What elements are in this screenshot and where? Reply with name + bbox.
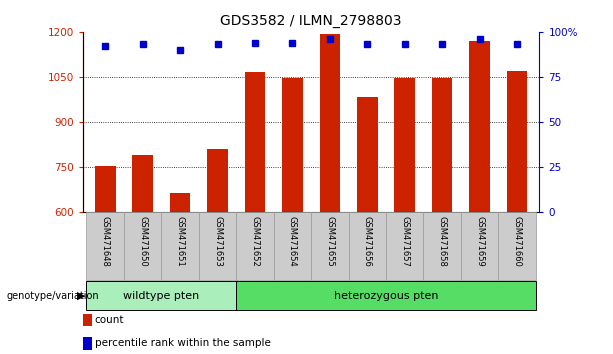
Bar xyxy=(161,212,199,280)
Text: wildtype pten: wildtype pten xyxy=(123,291,199,301)
Text: GSM471650: GSM471650 xyxy=(138,216,147,267)
Bar xyxy=(170,193,191,212)
Bar xyxy=(349,212,386,280)
Bar xyxy=(357,97,378,212)
Text: GSM471659: GSM471659 xyxy=(475,216,484,267)
Bar xyxy=(83,337,92,350)
Bar xyxy=(95,166,115,212)
Text: percentile rank within the sample: percentile rank within the sample xyxy=(94,338,270,348)
Bar xyxy=(273,212,311,280)
Text: GSM471648: GSM471648 xyxy=(101,216,110,267)
Bar xyxy=(461,212,498,280)
Text: count: count xyxy=(94,315,124,325)
Bar xyxy=(199,212,236,280)
Bar xyxy=(424,212,461,280)
Bar xyxy=(282,78,303,212)
Text: GSM471655: GSM471655 xyxy=(326,216,334,267)
Bar xyxy=(470,41,490,212)
Bar xyxy=(86,281,236,310)
Bar xyxy=(86,212,124,280)
Bar xyxy=(319,34,340,212)
Bar xyxy=(394,78,415,212)
Bar xyxy=(245,73,265,212)
Bar xyxy=(207,149,228,212)
Text: ▶: ▶ xyxy=(77,291,85,301)
Text: GSM471652: GSM471652 xyxy=(251,216,259,267)
Bar xyxy=(498,212,536,280)
Text: GSM471653: GSM471653 xyxy=(213,216,222,267)
Bar xyxy=(83,314,92,326)
Bar xyxy=(386,212,424,280)
Text: genotype/variation: genotype/variation xyxy=(6,291,99,301)
Text: GSM471651: GSM471651 xyxy=(175,216,185,267)
Text: GSM471658: GSM471658 xyxy=(438,216,447,267)
Bar xyxy=(124,212,161,280)
Text: heterozygous pten: heterozygous pten xyxy=(333,291,438,301)
Text: GSM471654: GSM471654 xyxy=(288,216,297,267)
Bar xyxy=(236,281,536,310)
Title: GDS3582 / ILMN_2798803: GDS3582 / ILMN_2798803 xyxy=(220,14,402,28)
Bar xyxy=(132,155,153,212)
Bar xyxy=(236,212,273,280)
Bar xyxy=(432,79,452,212)
Text: GSM471657: GSM471657 xyxy=(400,216,409,267)
Text: GSM471656: GSM471656 xyxy=(363,216,371,267)
Bar xyxy=(507,71,527,212)
Bar xyxy=(311,212,349,280)
Text: GSM471660: GSM471660 xyxy=(512,216,522,267)
